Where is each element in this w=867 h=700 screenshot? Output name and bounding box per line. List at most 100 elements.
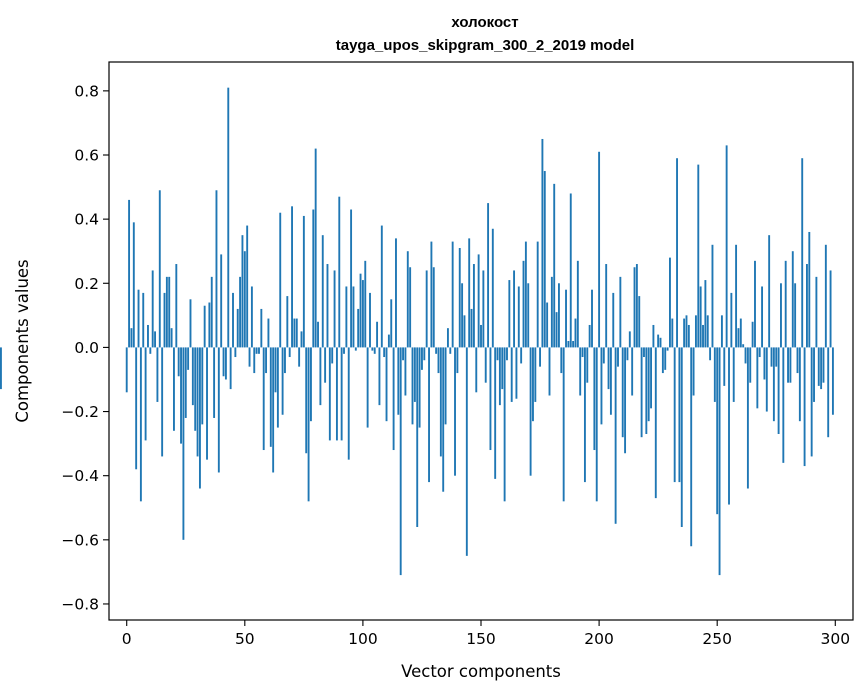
bar-76 bbox=[305, 347, 308, 454]
bar-33 bbox=[203, 305, 206, 348]
bar-19 bbox=[170, 328, 173, 348]
bar-286 bbox=[801, 158, 804, 348]
bar-117 bbox=[402, 347, 404, 361]
bar-51 bbox=[246, 225, 249, 348]
bar-93 bbox=[345, 286, 348, 348]
bar-135 bbox=[444, 347, 447, 425]
bar-280 bbox=[787, 347, 789, 383]
bar-48 bbox=[239, 276, 242, 348]
bar-104 bbox=[371, 347, 374, 351]
bar-10 bbox=[149, 347, 152, 354]
bar-241 bbox=[694, 315, 697, 348]
bar-268 bbox=[758, 347, 761, 358]
bar-202 bbox=[602, 347, 605, 364]
bar-223 bbox=[652, 324, 655, 348]
bar-237 bbox=[685, 315, 688, 348]
bar-102 bbox=[366, 347, 369, 428]
x-axis-label: Vector components bbox=[401, 662, 561, 681]
bar-139 bbox=[454, 347, 456, 476]
bar-256 bbox=[730, 292, 733, 348]
bar-169 bbox=[524, 241, 527, 348]
bar-41 bbox=[222, 347, 225, 377]
y-tick-label: −0.8 bbox=[61, 595, 99, 613]
bar-119 bbox=[406, 251, 409, 348]
bar-233 bbox=[676, 158, 678, 348]
bar-212 bbox=[626, 347, 629, 361]
bar-260 bbox=[739, 318, 742, 348]
bar-72 bbox=[295, 318, 298, 348]
bar-215 bbox=[633, 267, 636, 348]
bar-184 bbox=[560, 347, 563, 374]
bar-295 bbox=[822, 347, 825, 383]
bar-165 bbox=[515, 347, 518, 399]
bar-299 bbox=[831, 347, 834, 415]
y-tick-label: 0.2 bbox=[74, 275, 99, 293]
bar-205 bbox=[609, 347, 612, 415]
bar-247 bbox=[709, 347, 712, 361]
bar-176 bbox=[541, 138, 544, 348]
bar-79 bbox=[312, 209, 315, 348]
bar-15 bbox=[161, 347, 164, 457]
bar-186 bbox=[565, 289, 567, 348]
bar-189 bbox=[572, 341, 575, 348]
bar-291 bbox=[813, 347, 815, 402]
bar-262 bbox=[744, 347, 747, 364]
bar-34 bbox=[206, 347, 208, 460]
bar-294 bbox=[820, 347, 823, 390]
bar-99 bbox=[359, 273, 362, 348]
x-tick-label: 300 bbox=[820, 630, 850, 648]
bar-126 bbox=[423, 347, 426, 361]
bar-216 bbox=[635, 264, 638, 348]
bar-201 bbox=[600, 347, 603, 425]
bar-166 bbox=[517, 286, 520, 348]
plot-area-frame bbox=[108, 61, 854, 621]
bar-73 bbox=[298, 347, 301, 367]
bar-12 bbox=[154, 331, 156, 348]
bar-285 bbox=[798, 347, 801, 422]
bar-263 bbox=[746, 347, 749, 489]
bar-61 bbox=[269, 347, 272, 447]
bar-265 bbox=[751, 321, 754, 348]
bar-9 bbox=[147, 324, 149, 348]
bar-171 bbox=[529, 347, 532, 476]
bar-77 bbox=[307, 347, 310, 502]
bar-206 bbox=[612, 292, 615, 348]
bar-3 bbox=[132, 222, 135, 348]
bar-1 bbox=[128, 199, 131, 348]
y-tick-label: 0.6 bbox=[74, 147, 99, 165]
x-axis-ticks: 0 50 100 150 200 250 300 bbox=[122, 620, 850, 648]
bar-101 bbox=[364, 260, 367, 348]
bar-83 bbox=[321, 235, 324, 348]
bar-252 bbox=[720, 315, 723, 348]
bar-undefined bbox=[0, 347, 2, 390]
bar-56 bbox=[258, 347, 260, 354]
bar-266 bbox=[754, 260, 756, 348]
bar-113 bbox=[392, 347, 395, 451]
bar-211 bbox=[624, 347, 627, 454]
bar-95 bbox=[350, 209, 353, 348]
bar-220 bbox=[645, 347, 648, 434]
bar-88 bbox=[333, 270, 336, 348]
bar-97 bbox=[354, 347, 357, 351]
bar-152 bbox=[484, 347, 487, 383]
bar-255 bbox=[728, 347, 730, 505]
bar-22 bbox=[177, 347, 180, 377]
x-tick-label: 100 bbox=[348, 630, 378, 648]
bar-228 bbox=[664, 347, 667, 370]
bar-32 bbox=[201, 347, 204, 425]
bar-167 bbox=[520, 347, 523, 364]
bar-218 bbox=[640, 347, 643, 438]
bar-30 bbox=[196, 347, 199, 457]
bar-177 bbox=[543, 171, 546, 348]
bar-127 bbox=[425, 270, 428, 348]
bar-94 bbox=[347, 347, 350, 460]
bar-11 bbox=[151, 270, 154, 348]
bar-85 bbox=[326, 264, 329, 348]
bar-45 bbox=[232, 292, 234, 348]
bar-131 bbox=[435, 347, 438, 354]
bar-267 bbox=[756, 347, 759, 409]
y-axis-ticks: −0.8 −0.6 −0.4 −0.2 0.0 0.2 0.4 0.6 0.8 bbox=[61, 82, 109, 613]
bar-92 bbox=[343, 347, 345, 354]
bar-144 bbox=[465, 347, 468, 556]
